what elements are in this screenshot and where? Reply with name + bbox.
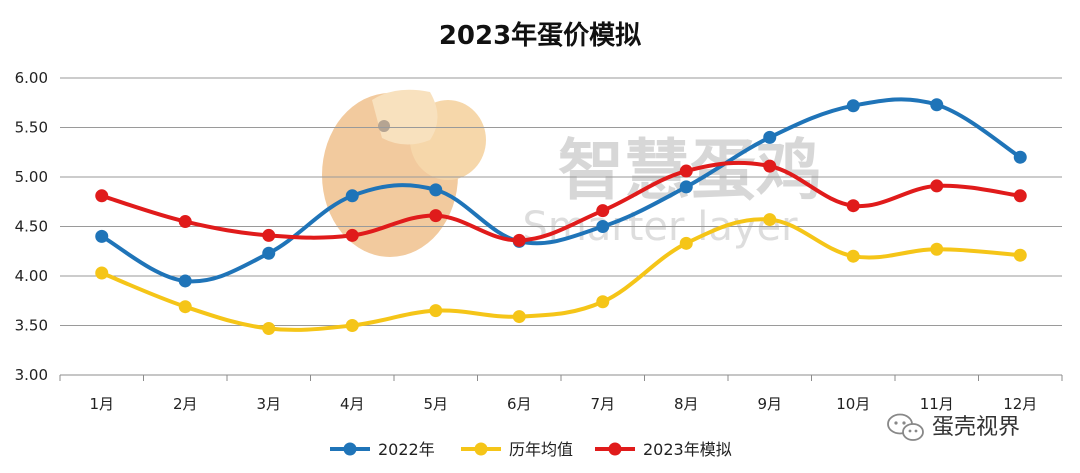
data-point (345, 189, 359, 203)
data-point (262, 321, 276, 335)
data-point (95, 189, 109, 203)
legend-swatch-marker (474, 442, 488, 456)
data-point (930, 179, 944, 193)
x-tick-label: 12月 (1003, 395, 1037, 413)
x-tick-label: 4月 (340, 395, 365, 413)
data-point (763, 213, 777, 227)
data-point (596, 204, 610, 218)
watermark-logo-icon (322, 89, 486, 257)
source-label: 蛋壳视界 (887, 413, 1020, 441)
y-tick-label: 5.00 (15, 168, 48, 186)
data-point (512, 233, 526, 247)
data-point (178, 215, 192, 229)
y-axis: 3.00 3.50 4.00 4.50 5.00 5.50 6.00 (15, 69, 48, 384)
series-2 (95, 213, 1027, 335)
data-point (596, 295, 610, 309)
data-point (429, 183, 443, 197)
legend-swatch-marker (608, 442, 622, 456)
x-axis: 1月 2月 3月 4月 5月 6月 7月 8月 9月 10月 11月 12月 (59, 375, 1063, 413)
legend-label: 2022年 (378, 440, 435, 459)
legend-label: 历年均值 (509, 440, 573, 459)
data-point (429, 209, 443, 223)
legend-swatch-marker (343, 442, 357, 456)
legend-item: 2023年模拟 (595, 440, 732, 459)
data-point (95, 229, 109, 243)
legend-label: 2023年模拟 (643, 440, 732, 459)
y-tick-label: 6.00 (15, 69, 48, 87)
data-point (679, 164, 693, 178)
data-point (846, 199, 860, 213)
x-tick-label: 6月 (507, 395, 532, 413)
y-tick-label: 4.50 (15, 218, 48, 236)
data-point (846, 249, 860, 263)
data-point (345, 319, 359, 332)
series-line (99, 160, 1023, 243)
y-tick-label: 3.00 (15, 366, 48, 384)
data-point (679, 180, 693, 194)
data-point (763, 159, 777, 173)
data-point (930, 98, 944, 112)
source-label-text: 蛋壳视界 (932, 415, 1020, 440)
wechat-icon (887, 413, 924, 441)
series-layer (95, 97, 1027, 335)
x-tick-label: 1月 (89, 395, 114, 413)
x-tick-label: 7月 (590, 395, 615, 413)
data-point (429, 304, 443, 318)
data-point (596, 220, 610, 233)
data-point (95, 266, 109, 280)
y-tick-label: 4.00 (15, 267, 48, 285)
legend-item: 历年均值 (461, 440, 573, 459)
x-tick-label: 9月 (757, 395, 782, 413)
data-point (345, 228, 359, 242)
data-point (262, 228, 276, 242)
data-point (846, 99, 860, 113)
data-point (512, 310, 526, 324)
data-point (1013, 248, 1027, 262)
data-point (763, 130, 777, 144)
x-tick-label: 10月 (836, 395, 870, 413)
data-point (679, 236, 693, 250)
series-line (99, 217, 1023, 332)
chart-title: 2023年蛋价模拟 (439, 20, 641, 51)
x-tick-label: 3月 (256, 395, 281, 413)
data-point (178, 274, 192, 288)
legend: 2022年 历年均值 2023年模拟 (330, 440, 732, 459)
legend-item: 2022年 (330, 440, 435, 459)
data-point (1013, 189, 1027, 203)
x-tick-label: 2月 (173, 395, 198, 413)
x-tick-label: 11月 (920, 395, 954, 413)
series-3 (95, 159, 1027, 247)
data-point (262, 246, 276, 260)
x-tick-label: 8月 (674, 395, 699, 413)
x-tick-label: 5月 (423, 395, 448, 413)
data-point (1013, 150, 1027, 164)
y-tick-label: 3.50 (15, 317, 48, 335)
y-tick-label: 5.50 (15, 119, 48, 137)
data-point (178, 300, 192, 314)
data-point (930, 242, 944, 256)
watermark: 智慧蛋鸡 Smarter layer (322, 89, 822, 257)
